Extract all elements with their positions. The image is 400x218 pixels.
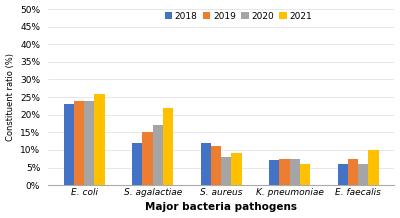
Bar <box>211 146 221 185</box>
Bar <box>84 100 94 185</box>
Bar <box>94 94 105 185</box>
Bar <box>232 153 242 185</box>
Bar <box>338 164 348 185</box>
Bar <box>64 104 74 185</box>
Bar <box>74 100 84 185</box>
Bar <box>132 143 142 185</box>
Bar <box>348 159 358 185</box>
Bar <box>221 157 232 185</box>
Y-axis label: Constituent ratio (%): Constituent ratio (%) <box>6 53 14 141</box>
Bar <box>290 159 300 185</box>
Bar <box>358 164 368 185</box>
Bar <box>368 150 379 185</box>
Bar <box>201 143 211 185</box>
Bar <box>153 125 163 185</box>
Bar <box>142 132 153 185</box>
X-axis label: Major bacteria pathogens: Major bacteria pathogens <box>145 203 297 213</box>
Legend: 2018, 2019, 2020, 2021: 2018, 2019, 2020, 2021 <box>163 10 314 23</box>
Bar <box>300 164 310 185</box>
Bar <box>279 159 290 185</box>
Bar <box>163 108 173 185</box>
Bar <box>269 160 279 185</box>
